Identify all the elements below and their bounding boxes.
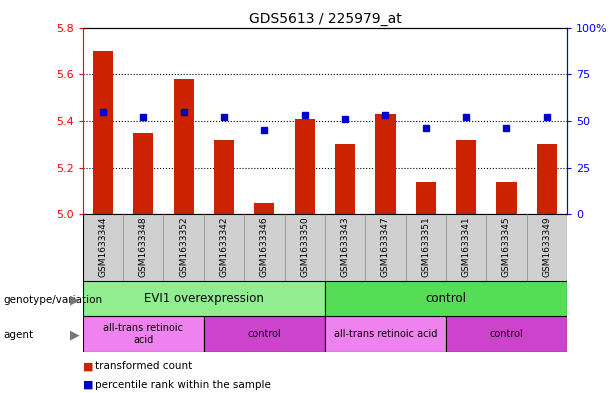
Bar xyxy=(133,132,153,214)
Text: transformed count: transformed count xyxy=(95,361,192,371)
Text: percentile rank within the sample: percentile rank within the sample xyxy=(95,380,271,390)
Text: ■: ■ xyxy=(83,361,93,371)
Bar xyxy=(325,281,567,316)
Text: all-trans retinoic acid: all-trans retinoic acid xyxy=(333,329,437,339)
Text: GSM1633348: GSM1633348 xyxy=(139,216,148,277)
Bar xyxy=(83,281,325,316)
Text: GSM1633347: GSM1633347 xyxy=(381,216,390,277)
Text: GSM1633350: GSM1633350 xyxy=(300,216,309,277)
Bar xyxy=(456,140,476,214)
Bar xyxy=(83,316,204,352)
Bar xyxy=(416,182,436,214)
Text: EVI1 overexpression: EVI1 overexpression xyxy=(144,292,264,305)
Text: GSM1633345: GSM1633345 xyxy=(502,216,511,277)
Text: control: control xyxy=(425,292,466,305)
Text: GSM1633351: GSM1633351 xyxy=(421,216,430,277)
Text: GSM1633344: GSM1633344 xyxy=(99,216,107,277)
Bar xyxy=(254,202,275,214)
Text: agent: agent xyxy=(3,330,33,340)
Text: GSM1633342: GSM1633342 xyxy=(219,216,229,277)
Text: ▶: ▶ xyxy=(70,293,80,307)
Text: ▶: ▶ xyxy=(70,328,80,342)
Text: GSM1633346: GSM1633346 xyxy=(260,216,269,277)
Text: ■: ■ xyxy=(83,380,93,390)
Text: GSM1633352: GSM1633352 xyxy=(179,216,188,277)
Text: GSM1633343: GSM1633343 xyxy=(341,216,349,277)
Bar xyxy=(204,316,325,352)
Bar xyxy=(295,119,315,214)
Text: control: control xyxy=(248,329,281,339)
Text: genotype/variation: genotype/variation xyxy=(3,295,102,305)
Bar xyxy=(497,182,517,214)
Bar xyxy=(446,316,567,352)
Text: control: control xyxy=(490,329,524,339)
Bar xyxy=(537,144,557,214)
Text: GSM1633341: GSM1633341 xyxy=(462,216,471,277)
Bar xyxy=(93,51,113,214)
Bar xyxy=(214,140,234,214)
Bar xyxy=(335,144,355,214)
Bar xyxy=(173,79,194,214)
Text: all-trans retinoic
acid: all-trans retinoic acid xyxy=(103,323,183,345)
Bar xyxy=(375,114,395,214)
Bar xyxy=(325,316,446,352)
Text: GSM1633349: GSM1633349 xyxy=(543,216,551,277)
Title: GDS5613 / 225979_at: GDS5613 / 225979_at xyxy=(248,13,402,26)
